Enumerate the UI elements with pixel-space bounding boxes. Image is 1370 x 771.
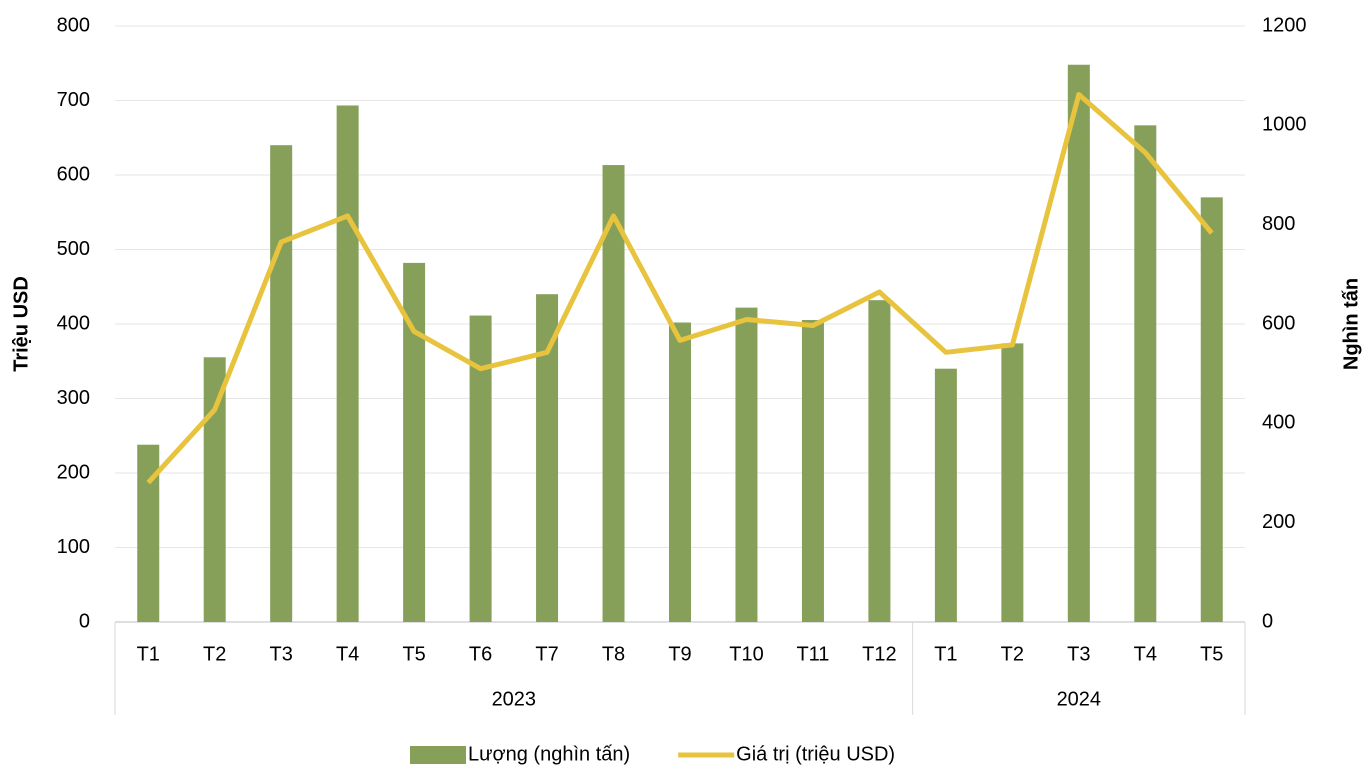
x-tick-label: T12 [862,643,896,665]
x-tick-label: T7 [535,643,558,665]
x-tick-label: T4 [1134,643,1157,665]
y-axis-title: Triệu USD [10,276,32,372]
y2-tick-label: 600 [1262,312,1295,334]
y-tick-label: 400 [57,312,90,334]
legend-label: Lượng (nghìn tấn) [468,743,630,765]
y2-tick-label: 200 [1262,511,1295,533]
bar [536,294,559,622]
y-tick-label: 100 [57,536,90,558]
x-tick-label: T4 [336,643,359,665]
legend-swatch [410,746,466,764]
bar [1067,64,1090,623]
y2-axis-title: Nghìn tấn [1340,278,1362,370]
bar [1200,197,1223,622]
y-tick-label: 0 [79,610,90,632]
y2-tick-label: 400 [1262,412,1295,434]
y-tick-label: 700 [57,89,90,111]
bar [203,357,226,622]
bar [801,320,824,622]
x-tick-label: T5 [1200,643,1223,665]
y-tick-label: 600 [57,163,90,185]
y-tick-label: 800 [57,14,90,36]
bar [1001,343,1024,622]
line [146,92,1214,485]
bar [669,322,691,622]
bar [868,300,891,622]
x-tick-label: T5 [402,643,425,665]
y2-tick-label: 1000 [1262,114,1307,136]
bar [934,368,957,622]
x-tick-label: T11 [796,643,829,665]
y2-tick-label: 1200 [1262,14,1307,36]
bar [735,307,758,622]
x-tick-label: T3 [270,643,293,665]
x-tick-label: T8 [602,643,625,665]
bar [336,105,359,622]
group-label: 2023 [492,688,537,710]
x-tick-label: T9 [668,643,691,665]
x-tick-label: T2 [203,643,226,665]
x-tick-label: T10 [729,643,763,665]
x-tick-label: T6 [469,643,492,665]
y-tick-label: 300 [57,387,90,409]
y2-tick-label: 800 [1262,213,1295,235]
y2-tick-label: 0 [1262,610,1273,632]
group-label: 2024 [1057,688,1102,710]
y-tick-label: 500 [57,238,90,260]
y-tick-label: 200 [57,461,90,483]
bar [137,444,160,622]
bar [602,165,625,623]
x-tick-label: T3 [1067,643,1090,665]
x-tick-label: T2 [1001,643,1024,665]
x-tick-label: T1 [137,643,160,665]
legend-label: Giá trị (triệu USD) [736,743,895,765]
bar [270,145,293,622]
x-tick-label: T1 [934,643,957,665]
bar [469,315,492,622]
bar [403,262,426,622]
bar [1134,125,1157,622]
